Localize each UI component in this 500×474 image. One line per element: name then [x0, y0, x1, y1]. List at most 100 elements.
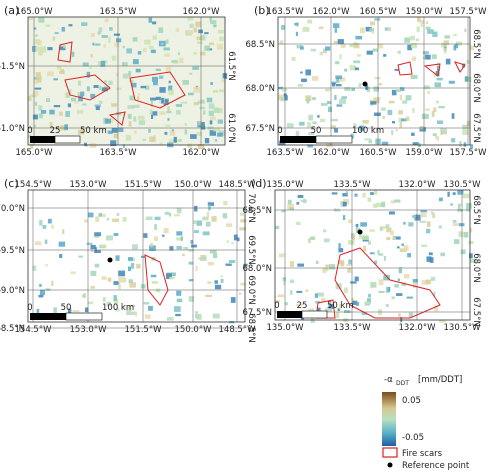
map-panel: 154.5°W 154.5°W 153.0°W 153.0°W 151.5°W 151.5…: [0, 177, 256, 343]
surface-pixel: [138, 120, 146, 126]
surface-pixel: [387, 27, 391, 32]
surface-pixel: [179, 57, 184, 64]
surface-pixel: [420, 213, 427, 218]
surface-pixel: [335, 312, 340, 318]
surface-pixel: [394, 68, 399, 71]
surface-pixel: [435, 100, 440, 104]
surface-pixel: [67, 103, 72, 108]
surface-pixel: [34, 80, 38, 84]
lon-tick-label-top: 162.0°W: [313, 7, 351, 17]
surface-pixel: [414, 214, 421, 221]
surface-pixel: [197, 124, 203, 128]
scale-bar-black: [277, 311, 302, 318]
surface-pixel: [440, 128, 447, 132]
surface-pixel: [385, 224, 390, 229]
surface-pixel: [189, 23, 194, 28]
surface-pixel: [369, 28, 375, 32]
surface-pixel: [69, 89, 72, 95]
surface-pixel: [192, 66, 199, 70]
surface-pixel: [354, 193, 358, 197]
surface-pixel: [118, 277, 125, 283]
surface-pixel: [209, 130, 217, 136]
surface-pixel: [324, 88, 331, 92]
surface-pixel: [218, 89, 225, 93]
surface-pixel: [361, 312, 367, 316]
surface-pixel: [381, 141, 389, 146]
surface-pixel: [349, 65, 357, 71]
surface-pixel: [337, 39, 344, 44]
surface-pixel: [289, 279, 295, 283]
surface-pixel: [466, 120, 470, 127]
surface-pixel: [92, 42, 95, 46]
surface-pixel: [165, 124, 171, 127]
surface-pixel: [155, 288, 161, 293]
surface-pixel: [223, 201, 228, 206]
surface-pixel: [168, 89, 174, 96]
surface-pixel: [90, 32, 95, 37]
surface-pixel: [398, 269, 403, 274]
surface-pixel: [204, 45, 211, 51]
surface-pixel: [310, 48, 317, 52]
fire-scar: [334, 247, 441, 319]
surface-pixel: [318, 26, 324, 29]
surface-pixel: [214, 284, 222, 290]
surface-pixel: [302, 26, 310, 32]
surface-pixel: [344, 68, 348, 72]
fire-scar-swatch: [382, 447, 398, 458]
surface-pixel: [90, 270, 97, 276]
lat-tick-label-right: 61.0°N: [226, 113, 236, 143]
surface-pixel: [208, 110, 214, 117]
surface-pixel: [183, 246, 189, 250]
surface-pixel: [126, 48, 132, 54]
surface-pixel: [419, 220, 427, 223]
surface-pixel: [159, 87, 166, 93]
surface-pixel: [334, 128, 338, 133]
surface-pixel: [436, 135, 440, 141]
surface-pixel: [34, 87, 42, 90]
panel-label: (c): [4, 177, 19, 190]
surface-pixel: [452, 219, 457, 223]
surface-pixel: [450, 203, 453, 206]
surface-pixel: [297, 263, 305, 267]
surface-pixel: [308, 114, 313, 121]
surface-pixel: [207, 202, 214, 206]
surface-pixel: [342, 193, 348, 197]
surface-pixel: [47, 218, 52, 224]
surface-pixel: [196, 132, 203, 137]
surface-pixel: [86, 242, 93, 245]
map-panel: 163.5°W 163.5°W 162.0°W 162.0°W 160.5°W 160.5…: [245, 4, 487, 158]
scale-bar-black: [30, 313, 66, 320]
surface-pixel: [135, 311, 138, 317]
surface-pixel: [356, 54, 362, 57]
surface-pixel: [230, 297, 236, 303]
surface-pixel: [348, 219, 353, 224]
surface-pixel: [155, 68, 161, 71]
lat-tick-label-right: 67.5°N: [471, 297, 481, 327]
lon-tick-label-bottom: 159.0°W: [406, 148, 444, 158]
surface-pixel: [210, 116, 216, 121]
surface-pixel: [35, 74, 42, 79]
surface-pixel: [317, 115, 320, 118]
surface-pixel: [439, 319, 446, 323]
surface-pixel: [396, 293, 403, 296]
surface-pixel: [469, 144, 473, 148]
surface-pixel: [133, 104, 140, 108]
surface-pixel: [402, 100, 408, 104]
surface-pixel: [72, 310, 80, 313]
lon-tick-label-top: 151.5°W: [125, 180, 163, 190]
surface-pixel: [168, 212, 172, 217]
surface-pixel: [381, 201, 386, 208]
surface-pixel: [342, 215, 346, 220]
surface-pixel: [373, 86, 379, 92]
surface-pixel: [436, 77, 443, 81]
surface-pixel: [399, 248, 407, 253]
surface-pixel: [115, 308, 120, 312]
surface-pixel: [32, 265, 37, 271]
surface-pixel: [193, 86, 201, 93]
surface-pixel: [338, 303, 342, 310]
surface-pixel: [333, 23, 340, 28]
lon-tick-label-top: 162.0°W: [183, 7, 221, 17]
surface-pixel: [275, 225, 280, 230]
surface-pixel: [367, 197, 372, 202]
surface-pixel: [37, 76, 42, 83]
